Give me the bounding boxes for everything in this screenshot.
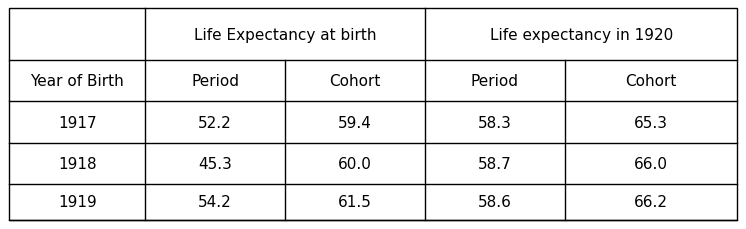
Text: Life expectancy in 1920: Life expectancy in 1920 <box>489 27 673 42</box>
Text: 54.2: 54.2 <box>198 195 232 210</box>
Text: Year of Birth: Year of Birth <box>31 74 124 89</box>
Text: 58.7: 58.7 <box>478 156 512 171</box>
Text: 66.2: 66.2 <box>634 195 668 210</box>
Text: 65.3: 65.3 <box>634 115 668 130</box>
Text: 58.3: 58.3 <box>478 115 512 130</box>
Text: 45.3: 45.3 <box>198 156 232 171</box>
Text: 66.0: 66.0 <box>634 156 668 171</box>
Text: Period: Period <box>191 74 239 89</box>
Text: Cohort: Cohort <box>625 74 677 89</box>
Text: 52.2: 52.2 <box>198 115 232 130</box>
Text: 61.5: 61.5 <box>338 195 372 210</box>
Text: Life Expectancy at birth: Life Expectancy at birth <box>194 27 377 42</box>
Text: 58.6: 58.6 <box>478 195 512 210</box>
Text: 1917: 1917 <box>58 115 96 130</box>
Text: 1918: 1918 <box>58 156 96 171</box>
Text: Cohort: Cohort <box>330 74 380 89</box>
Text: 59.4: 59.4 <box>338 115 372 130</box>
Text: 1919: 1919 <box>58 195 96 210</box>
Text: 60.0: 60.0 <box>338 156 372 171</box>
Text: Period: Period <box>471 74 519 89</box>
